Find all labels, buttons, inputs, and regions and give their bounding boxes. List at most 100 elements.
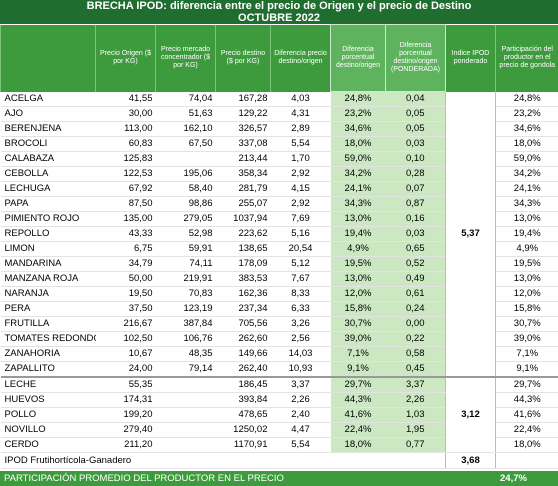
table-body: ACELGA 41,55 74,04 167,28 4,03 24,8% 0,04 5,37 2… [0,91,558,469]
cell: 4,47 [270,422,331,438]
cell: 2,92 [270,166,331,182]
table-row: HUEVOS 174,31 393,84 2,26 44,3% 2,26 44,3% [0,392,558,408]
cell: 279,40 [95,422,156,438]
product-name: CALABAZA [0,151,96,167]
cell: 1037,94 [215,211,271,227]
cell: 2,92 [270,196,331,212]
cell: 34,6% [330,121,386,137]
cell: 18,0% [330,136,386,152]
cell: 138,65 [215,241,271,257]
cell: 12,0% [495,286,558,302]
product-name: TOMATES REDONDO [0,331,96,347]
cell: 2,26 [270,392,331,408]
cell: 7,69 [270,211,331,227]
cell: 195,06 [155,166,216,182]
table-row: LECHE 55,35 186,45 3,37 29,7% 3,37 3,12 29,7% [0,376,558,453]
product-name: POLLO [0,407,96,423]
cell: 7,1% [330,346,386,362]
cell: 0,49 [385,271,446,287]
cell: 0,24 [385,301,446,317]
cell: 0,77 [385,437,446,453]
cell: 0,03 [385,136,446,152]
cell: 211,20 [95,437,156,453]
cell [155,392,216,408]
cell: 4,31 [270,106,331,122]
cell: 213,44 [215,151,271,167]
cell: 162,36 [215,286,271,302]
cell: 37,50 [95,301,156,317]
table-row: LIMON 6,75 59,91 138,65 20,54 4,9% 0,65 4,9% [0,241,558,257]
cell: 60,83 [95,136,156,152]
cell: 29,7% [495,376,558,393]
header-cell [0,24,96,92]
table-row: PIMIENTO ROJO 135,00 279,05 1037,94 7,69 13,0… [0,211,558,227]
cell: 0,61 [385,286,446,302]
cell: 279,05 [155,211,216,227]
table-row: TOMATES REDONDO 102,50 106,76 262,60 2,56 39,… [0,331,558,347]
cell: 44,3% [330,392,386,408]
cell: 23,2% [495,106,558,122]
cell: 19,4% [330,226,386,242]
cell: 149,66 [215,346,271,362]
cell: 262,60 [215,331,271,347]
cell: 50,00 [95,271,156,287]
cell: 55,35 [95,376,156,393]
cell: 0,10 [385,151,446,167]
cell: 34,3% [495,196,558,212]
cell: 3,26 [270,316,331,332]
product-name: CERDO [0,437,96,453]
table-row: AJO 30,00 51,63 129,22 4,31 23,2% 0,05 23,2% [0,106,558,122]
product-name: CEBOLLA [0,166,96,182]
cell: 1250,02 [215,422,271,438]
cell [495,452,558,469]
cell: 337,08 [215,136,271,152]
cell: 24,8% [330,91,386,107]
cell: 393,84 [215,392,271,408]
cell: 174,31 [95,392,156,408]
cell: 22,4% [495,422,558,438]
cell: 0,16 [385,211,446,227]
cell: 13,0% [495,271,558,287]
cell: 15,8% [330,301,386,317]
product-name: PAPA [0,196,96,212]
ipod-index: 5,37 [445,91,496,378]
cell: 5,54 [270,136,331,152]
cell: 178,09 [215,256,271,272]
cell: 58,40 [155,181,216,197]
table-row: MANDARINA 34,79 74,11 178,09 5,12 19,5% 0,52 19… [0,256,558,272]
cell: 74,11 [155,256,216,272]
cell: 30,00 [95,106,156,122]
table-row: ZANAHORIA 10,67 48,35 149,66 14,03 7,1% 0,58 7,… [0,346,558,362]
product-name: ZAPALLITO [0,361,96,378]
product-name: LIMON [0,241,96,257]
cell: 0,58 [385,346,446,362]
cell: 9,1% [495,361,558,378]
cell: 3,37 [270,376,331,393]
table-row: MANZANA ROJA 50,00 219,91 383,53 7,67 13,0% 0,… [0,271,558,287]
cell: 0,03 [385,226,446,242]
table-row: POLLO 199,20 478,65 2,40 41,6% 1,03 41,6% [0,407,558,423]
cell: 2,26 [385,392,446,408]
table-row: CALABAZA 125,83 213,44 1,70 59,0% 0,10 59,0% [0,151,558,167]
footer-value: 24,7% [500,473,527,484]
cell [155,437,216,453]
column-header: Precio destino ($ por KG) [215,24,271,92]
cell: 13,0% [330,271,386,287]
cell: 383,53 [215,271,271,287]
column-header: Precio Origen ($ por KG) [95,24,156,92]
cell: 87,50 [95,196,156,212]
product-name: BERENJENA [0,121,96,137]
cell [155,376,216,393]
cell: 478,65 [215,407,271,423]
cell: 10,93 [270,361,331,378]
product-name: AJO [0,106,96,122]
cell: 2,89 [270,121,331,137]
cell: 74,04 [155,91,216,107]
table-row: CEBOLLA 122,53 195,06 358,34 2,92 34,2% 0,28 34… [0,166,558,182]
product-name: PERA [0,301,96,317]
cell: 59,0% [330,151,386,167]
total-label: IPOD Frutihortícola-Ganadero [0,452,446,469]
cell [155,407,216,423]
cell: 0,52 [385,256,446,272]
